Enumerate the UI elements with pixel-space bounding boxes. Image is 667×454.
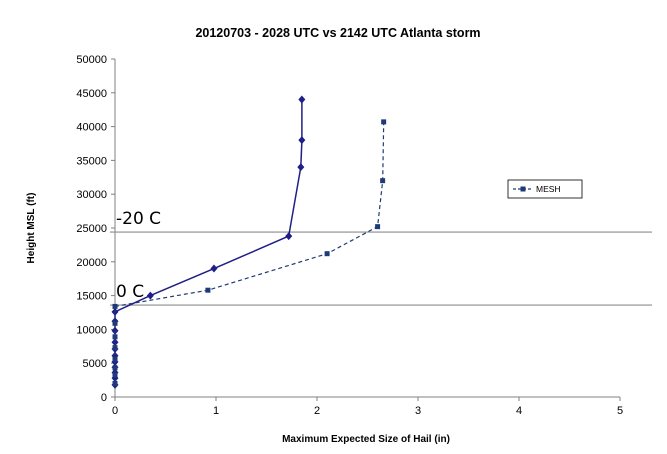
data-point-square (112, 303, 118, 309)
y-tick-label: 25000 (76, 223, 107, 235)
data-point-square (324, 251, 330, 257)
x-tick-label: 0 (112, 405, 118, 417)
data-point-diamond (285, 232, 293, 241)
y-tick-label: 5000 (83, 358, 107, 370)
x-axis-title: Maximum Expected Size of Hail (in) (282, 434, 450, 445)
y-tick-label: 40000 (76, 122, 107, 134)
x-tick-label: 4 (516, 405, 522, 417)
x-tick-label: 1 (213, 405, 219, 417)
y-tick-label: 35000 (76, 155, 107, 167)
legend-label-mesh: MESH (536, 184, 561, 194)
data-point-diamond (210, 264, 218, 273)
data-point-square (375, 224, 381, 230)
reference-line-label: 0 C (116, 282, 144, 302)
plot-area (114, 59, 620, 398)
data-point-square (112, 365, 118, 371)
x-tick-label: 2 (314, 405, 320, 417)
y-tick-label: 15000 (76, 291, 107, 303)
data-point-square (112, 320, 118, 326)
reference-lines: -20 C 0 C (110, 209, 652, 306)
data-point-diamond (298, 136, 306, 145)
legend: MESH (507, 179, 583, 199)
y-tick-label: 10000 (76, 324, 107, 336)
data-point-square (112, 334, 118, 340)
legend-marker-mesh (520, 186, 526, 192)
y-tick-label: 50000 (76, 54, 107, 66)
x-tick-label: 3 (415, 405, 421, 417)
chart-title: 20120703 - 2028 UTC vs 2142 UTC Atlanta … (195, 26, 480, 40)
y-tick-label: 45000 (76, 88, 107, 100)
y-tick-label: 30000 (76, 189, 107, 201)
legend-box (507, 179, 583, 199)
data-point-square (112, 356, 118, 362)
data-point-square (112, 380, 118, 386)
data-point-square (381, 119, 387, 125)
data-point-diamond (297, 163, 305, 172)
series-layer (111, 95, 387, 389)
data-point-square (112, 372, 118, 378)
y-ticks: 0 5000 10000 15000 20000 25000 30000 35000 40000… (76, 54, 115, 404)
y-tick-label: 0 (101, 392, 107, 404)
data-point-square (205, 287, 211, 293)
x-tick-label: 5 (617, 405, 623, 417)
series-line-observed (114, 99, 303, 385)
data-point-square (380, 178, 386, 184)
y-axis-title: Height MSL (ft) (26, 193, 37, 264)
x-ticks: 0 1 2 3 4 5 (112, 397, 623, 417)
data-point-diamond (298, 95, 306, 104)
data-point-diamond (111, 338, 119, 347)
data-point-diamond (146, 291, 154, 300)
data-point-square (112, 345, 118, 351)
y-tick-label: 20000 (76, 257, 107, 269)
reference-line-label: -20 C (116, 209, 161, 229)
